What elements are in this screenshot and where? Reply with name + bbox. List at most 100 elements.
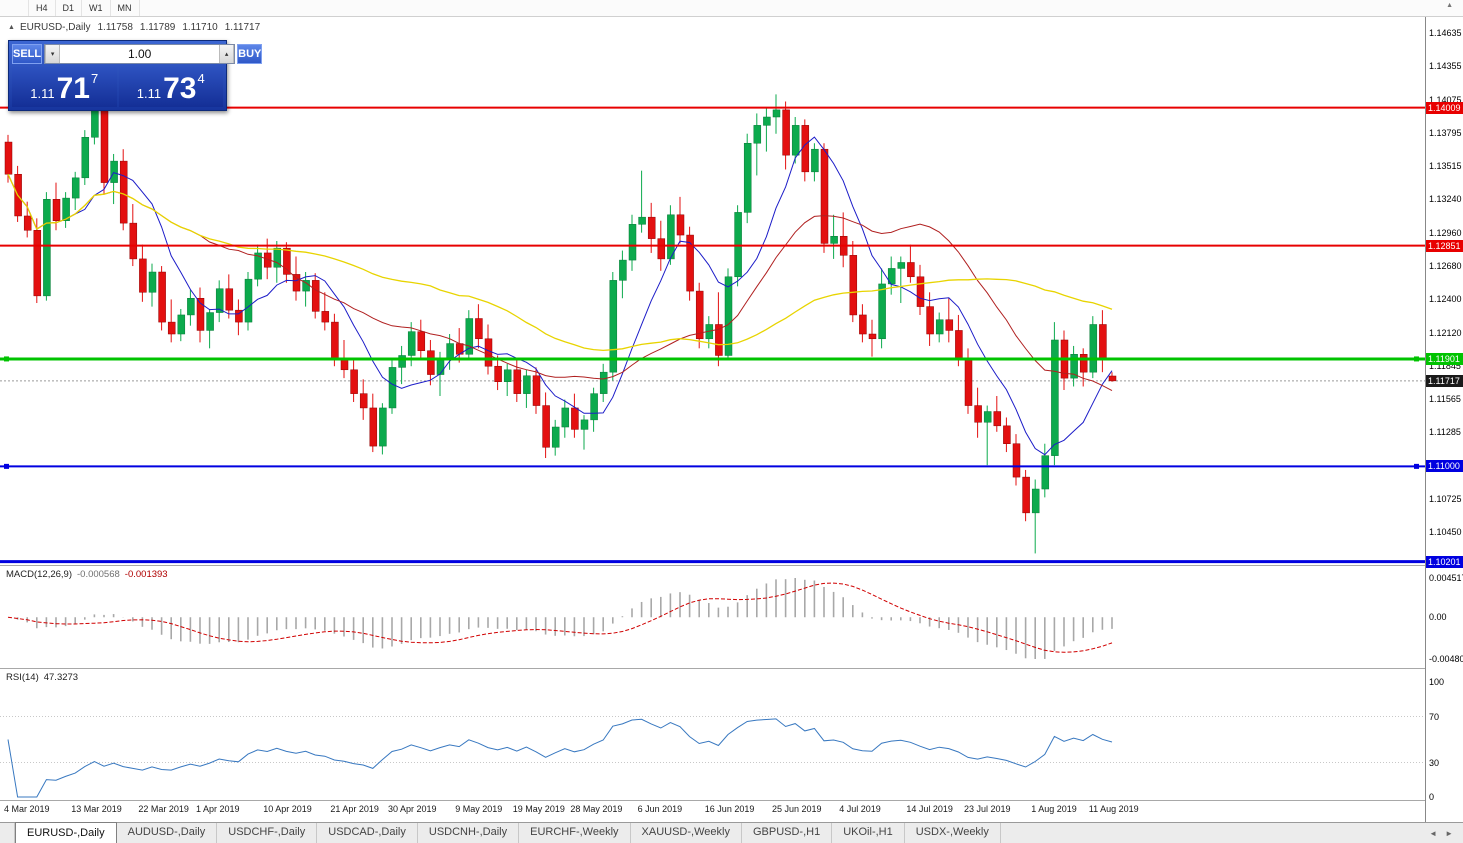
date-label: 4 Mar 2019 (4, 804, 50, 814)
axis-tick-label: 1.11845 (1429, 360, 1461, 371)
axis-tick-label: -0.004806 (1429, 654, 1463, 664)
date-label: 13 Mar 2019 (71, 804, 122, 814)
sell-price-pip: 7 (90, 71, 99, 86)
date-label: 21 Apr 2019 (330, 804, 379, 814)
buy-price-display[interactable]: 1.11 73 4 (118, 67, 223, 107)
axis-tick-label: 1.13515 (1429, 161, 1462, 172)
date-label: 1 Aug 2019 (1031, 804, 1077, 814)
price-level-badge: 1.12851 (1426, 239, 1463, 252)
buy-button[interactable]: BUY (237, 44, 263, 64)
chart-tab-gbpusd-h1[interactable]: GBPUSD-,H1 (742, 823, 833, 843)
date-label: 6 Jun 2019 (638, 804, 683, 814)
timeframe-button-d1[interactable]: D1 (56, 0, 83, 16)
volume-increase-button[interactable]: ▴ (219, 45, 235, 63)
macd-name: MACD(12,26,9) (6, 569, 72, 580)
moving-average-fast (7, 136, 1113, 456)
date-label: 25 Jun 2019 (772, 804, 822, 814)
rsi-indicator-label: RSI(14) 47.3273 (6, 672, 78, 683)
axis-tick-label: 1.12960 (1429, 227, 1462, 238)
timeframe-button-w1[interactable]: W1 (82, 0, 111, 16)
date-label: 19 May 2019 (513, 804, 565, 814)
axis-tick-label: 1.10450 (1429, 526, 1462, 537)
chart-tab-usdx-weekly[interactable]: USDX-,Weekly (905, 823, 1001, 843)
macd-signal-value: -0.001393 (124, 569, 168, 580)
timeframe-buttons: H4 D1 W1 MN (28, 0, 140, 16)
price-axis[interactable]: 1.14635 1.14355 1.14075 1.13795 1.13515 1.132… (1425, 17, 1463, 822)
price-level-badge: 1.11000 (1426, 460, 1463, 473)
sell-price-display[interactable]: 1.11 71 7 (12, 67, 117, 107)
chart-canvas[interactable]: 4 Mar 2019 13 Mar 2019 22 Mar 2019 1 Apr 20… (0, 0, 1425, 843)
volume-decrease-button[interactable]: ▾ (45, 45, 61, 63)
price-level-badge: 1.11717 (1426, 374, 1463, 387)
volume-input[interactable] (60, 45, 220, 63)
timeframe-button-mn[interactable]: MN (111, 0, 140, 16)
time-axis[interactable]: 4 Mar 2019 13 Mar 2019 22 Mar 2019 1 Apr 20… (4, 804, 1139, 814)
axis-tick-label: 1.13240 (1429, 194, 1462, 205)
chart-tab-usdcnh-daily[interactable]: USDCNH-,Daily (418, 823, 520, 843)
date-label: 1 Apr 2019 (196, 804, 240, 814)
date-label: 22 Mar 2019 (138, 804, 189, 814)
price-level-badge: 1.10201 (1426, 555, 1463, 568)
axis-tick-label: 30 (1429, 757, 1440, 768)
chart-tab-eurusd-daily[interactable]: EURUSD-,Daily (15, 822, 117, 843)
date-label: 30 Apr 2019 (388, 804, 437, 814)
chart-tab-xauusd-weekly[interactable]: XAUUSD-,Weekly (631, 823, 742, 843)
chart-tab-eurchf-weekly[interactable]: EURCHF-,Weekly (519, 823, 631, 843)
top-toolbar: H4 D1 W1 MN ▲ (0, 0, 1463, 17)
axis-tick-label: 1.12680 (1429, 261, 1462, 272)
axis-tick-label: 0.00 (1429, 612, 1447, 623)
chart-symbol-label: EURUSD-,Daily (19, 22, 91, 33)
ohlc-open: 1.11758 (97, 22, 133, 33)
tab-strip: EURUSD-,Daily AUDUSD-,Daily USDCHF-,Daily U… (15, 822, 1001, 843)
axis-tick-label: 70 (1429, 711, 1440, 722)
axis-tick-label: 1.12400 (1429, 294, 1462, 305)
tab-scroll-left-button[interactable]: ◄ (1429, 828, 1438, 838)
macd-histogram (16, 578, 1113, 659)
tab-bar-grip (0, 823, 15, 843)
timeframe-button-h4[interactable]: H4 (28, 0, 56, 16)
buy-price-big: 73 (163, 72, 197, 105)
axis-tick-label: 1.11285 (1429, 427, 1461, 438)
chart-tab-usdcad-daily[interactable]: USDCAD-,Daily (317, 823, 418, 843)
tab-scrollers: ◄ ► (1427, 823, 1463, 843)
axis-tick-label: 0 (1429, 792, 1435, 802)
axis-tick-label: 0.004517 (1429, 573, 1463, 583)
ohlc-high: 1.11789 (139, 22, 176, 33)
chart-tab-usdchf-daily[interactable]: USDCHF-,Daily (217, 823, 318, 843)
chart-tab-ukoil-h1[interactable]: UKOil-,H1 (832, 823, 905, 843)
chart-tab-audusd-daily[interactable]: AUDUSD-,Daily (117, 823, 218, 843)
tab-scroll-right-button[interactable]: ► (1445, 828, 1453, 838)
chart-header: ▲ EURUSD-,Daily 1.11758 1.11789 1.11710 … (8, 22, 260, 33)
date-label: 16 Jun 2019 (705, 804, 755, 814)
buy-price-pip: 4 (197, 71, 205, 86)
date-label: 28 May 2019 (570, 804, 622, 814)
volume-control: ▾ ▴ (44, 44, 236, 64)
date-label: 23 Jul 2019 (964, 804, 1011, 814)
rsi-value: 47.3273 (43, 672, 79, 683)
collapse-triangle-icon[interactable]: ▲ (8, 24, 15, 31)
date-label: 10 Apr 2019 (263, 804, 312, 814)
sell-button[interactable]: SELL (12, 44, 43, 64)
axis-tick-label: 1.11565 (1429, 394, 1461, 404)
macd-main-value: -0.000568 (77, 569, 120, 580)
ohlc-low: 1.11710 (182, 22, 218, 33)
axis-tick-label: 1.13795 (1429, 128, 1462, 139)
date-label: 14 Jul 2019 (906, 804, 953, 814)
ohlc-close: 1.11717 (224, 22, 261, 33)
moving-average-slow (7, 173, 1113, 352)
axis-tick-label: 1.10725 (1429, 494, 1462, 505)
sell-price-prefix: 1.11 (30, 86, 55, 101)
price-level-badge: 1.14009 (1426, 101, 1463, 114)
chart-tab-bar: EURUSD-,Daily AUDUSD-,Daily USDCHF-,Daily U… (0, 822, 1463, 843)
axis-tick-label: 1.14635 (1429, 27, 1462, 38)
price-level-badge: 1.11901 (1426, 352, 1463, 365)
date-label: 11 Aug 2019 (1089, 804, 1139, 814)
axis-tick-label: 100 (1429, 677, 1445, 687)
macd-signal-line (7, 582, 1113, 653)
buy-price-prefix: 1.11 (136, 86, 162, 101)
sell-price-big: 71 (56, 72, 90, 105)
axis-tick-label: 1.14355 (1429, 61, 1462, 72)
scroll-up-icon[interactable]: ▲ (1446, 2, 1453, 9)
